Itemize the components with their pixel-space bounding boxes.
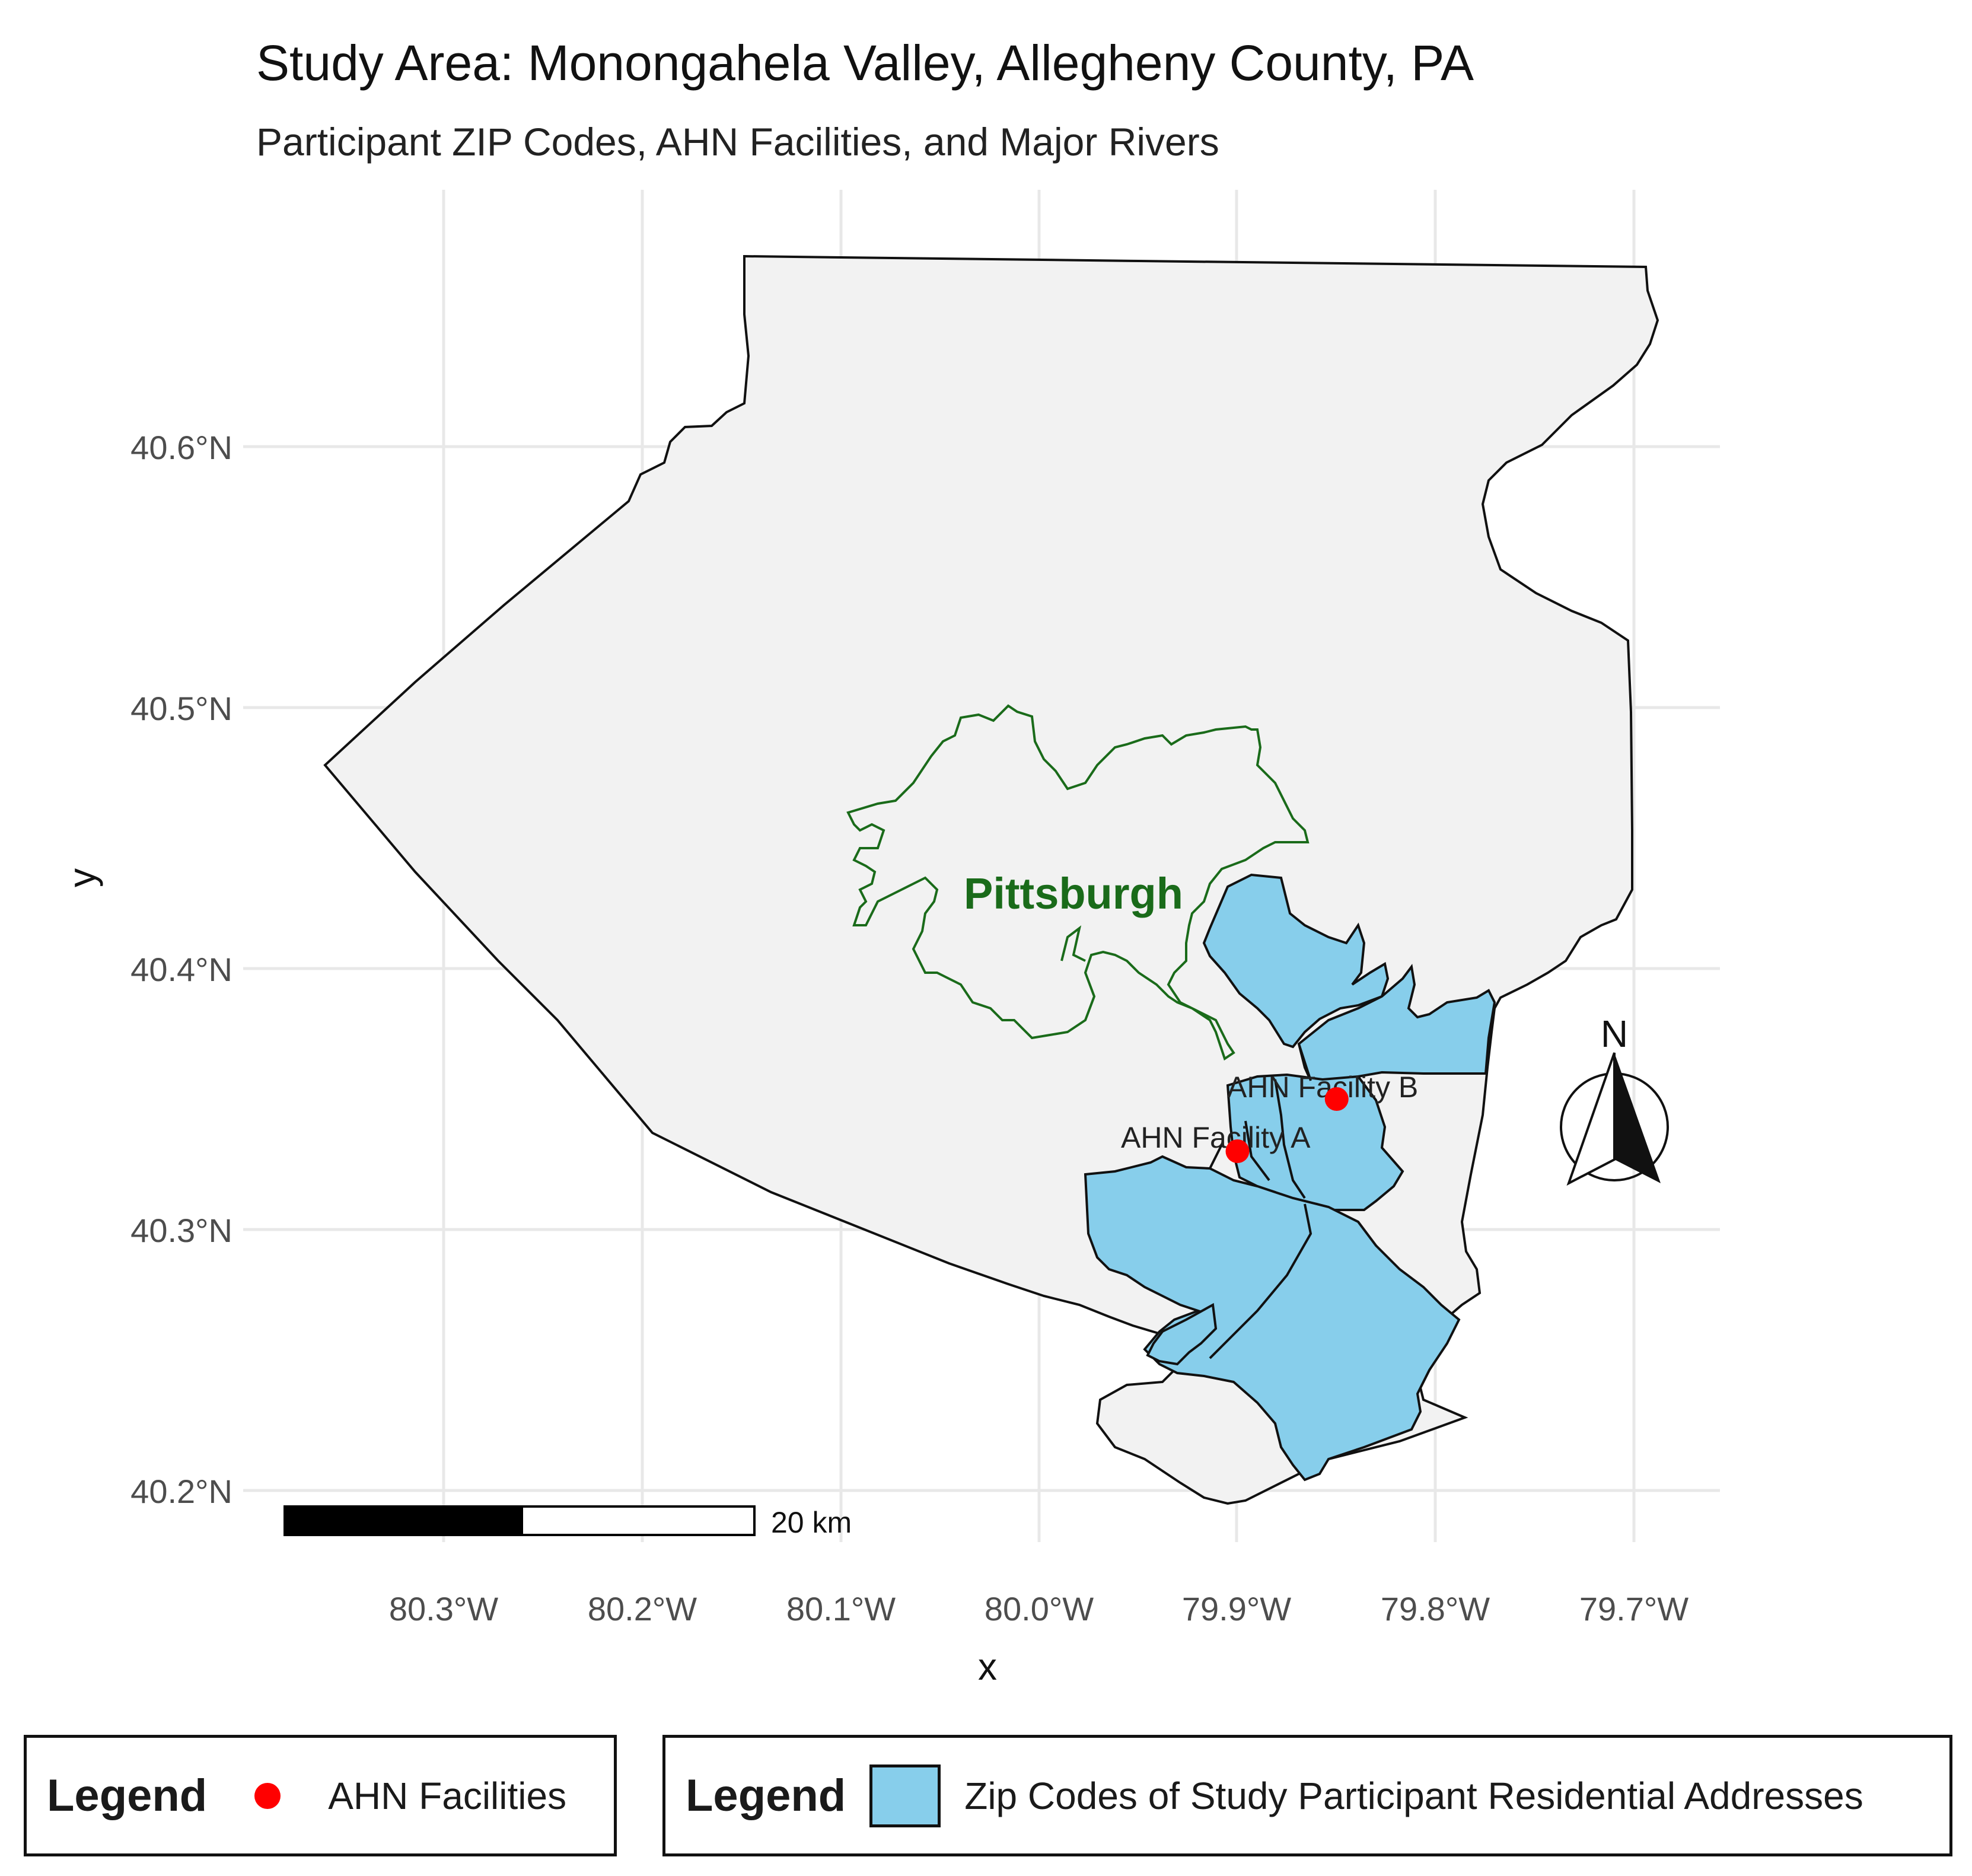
- y-tick-40.3: 40.3°N: [130, 1212, 232, 1249]
- x-axis-title: x: [978, 1645, 997, 1688]
- north-arrow-icon: N: [1560, 1012, 1669, 1186]
- zip-code-areas: [1084, 873, 1496, 1482]
- facility-legend-dot-icon: [254, 1782, 281, 1809]
- map-subtitle: Participant ZIP Codes, AHN Facilities, a…: [256, 120, 1219, 164]
- scale-bar-filled: [283, 1505, 523, 1536]
- facility-b-marker: [1324, 1087, 1349, 1111]
- x-tick-79.8: 79.8°W: [1381, 1590, 1490, 1627]
- ahn-facilities: AHN Facility B AHN Facility A: [1121, 1071, 1418, 1163]
- legend-zip-codes: Legend Zip Codes of Study Participant Re…: [662, 1735, 1952, 1856]
- zip-internal-borders: [1209, 1043, 1312, 1359]
- x-tick-79.9: 79.9°W: [1182, 1590, 1291, 1627]
- map-title: Study Area: Monongahela Valley, Alleghen…: [256, 35, 1474, 91]
- scale-bar-label: 20 km: [771, 1506, 852, 1539]
- y-tick-40.5: 40.5°N: [130, 690, 232, 727]
- x-tick-labels: 80.3°W 80.2°W 80.1°W 80.0°W 79.9°W 79.8°…: [389, 1590, 1689, 1627]
- y-axis-title: y: [60, 868, 103, 887]
- x-tick-80.1: 80.1°W: [786, 1590, 896, 1627]
- legend-facilities: Legend AHN Facilities: [24, 1735, 617, 1856]
- legend-facilities-title: Legend: [47, 1770, 208, 1821]
- zip-area-north: [1202, 873, 1390, 1049]
- x-tick-80.2: 80.2°W: [588, 1590, 697, 1627]
- y-tick-40.2: 40.2°N: [130, 1473, 232, 1510]
- scale-bar-empty: [521, 1505, 756, 1536]
- facility-a-label: AHN Facility A: [1121, 1121, 1311, 1154]
- facility-b-label: AHN Facility B: [1227, 1071, 1418, 1104]
- zip-area-south: [1084, 1155, 1461, 1482]
- facility-a-marker: [1225, 1139, 1250, 1163]
- y-tick-labels: 40.6°N 40.5°N 40.4°N 40.3°N 40.2°N: [130, 429, 232, 1510]
- x-tick-80.0: 80.0°W: [985, 1590, 1094, 1627]
- pittsburgh-label: Pittsburgh: [964, 869, 1183, 918]
- x-tick-79.7: 79.7°W: [1579, 1590, 1689, 1627]
- legend-facilities-label: AHN Facilities: [328, 1774, 567, 1817]
- zip-area-southwest: [1146, 1302, 1218, 1366]
- y-tick-40.6: 40.6°N: [130, 429, 232, 466]
- legend-zips-label: Zip Codes of Study Participant Residenti…: [964, 1774, 1863, 1817]
- y-tick-40.4: 40.4°N: [130, 951, 232, 988]
- legend-zips-title: Legend: [686, 1770, 846, 1821]
- north-label: N: [1601, 1012, 1628, 1055]
- pittsburgh-city-outline: [846, 704, 1310, 1061]
- pittsburgh-river-outline: [1060, 925, 1086, 962]
- scale-bar: 20 km: [283, 1505, 852, 1539]
- zip-area-center: [1226, 1073, 1404, 1211]
- x-tick-80.3: 80.3°W: [389, 1590, 498, 1627]
- zip-legend-swatch-icon: [869, 1764, 941, 1827]
